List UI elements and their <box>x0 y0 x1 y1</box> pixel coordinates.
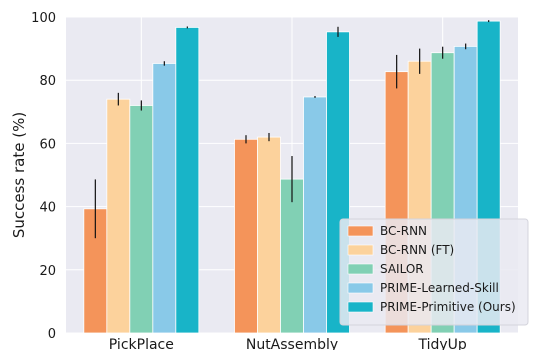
legend-swatch <box>347 263 374 275</box>
y-tick-label: 60 <box>39 137 56 152</box>
y-tick-label: 20 <box>39 264 56 279</box>
x-tick-label: TidyUp <box>418 337 467 350</box>
legend-label: BC-RNN (FT) <box>380 243 454 257</box>
bar-3-pickplace <box>129 105 154 334</box>
legend-label: BC-RNN <box>380 224 427 238</box>
legend-label: PRIME-Learned-Skill <box>380 281 499 295</box>
y-tick-label: 80 <box>39 74 56 89</box>
y-axis-label: Success rate (%) <box>10 112 28 238</box>
legend: BC-RNN BC-RNN (FT) SAILOR PRIME-Learned-Ski… <box>339 218 529 326</box>
bar-3-nutassembly <box>280 178 304 334</box>
legend-swatch <box>347 244 374 256</box>
bar-1-nutassembly <box>234 138 258 334</box>
bar-2-pickplace <box>106 98 131 334</box>
x-tick-labels: PickPlace NutAssembly TidyUp <box>109 337 467 350</box>
legend-label: PRIME-Primitive (Ours) <box>380 300 516 314</box>
x-tick-label: NutAssembly <box>246 337 338 350</box>
y-tick-labels: 0 20 40 60 80 100 <box>31 11 56 342</box>
bar-4-pickplace <box>152 63 177 334</box>
legend-swatch <box>347 225 374 237</box>
bar-2-nutassembly <box>257 136 281 334</box>
legend-box <box>339 218 529 326</box>
bar-5-pickplace <box>175 27 200 334</box>
legend-swatch <box>347 282 374 294</box>
legend-label: SAILOR <box>380 262 424 276</box>
error-bars-layer <box>94 20 490 239</box>
x-tick-label: PickPlace <box>109 337 174 350</box>
y-tick-label: 40 <box>39 201 56 216</box>
legend-swatch <box>347 301 374 313</box>
bar-4-nutassembly <box>303 96 327 334</box>
y-tick-label: 100 <box>31 11 56 26</box>
y-tick-label: 0 <box>48 327 56 342</box>
